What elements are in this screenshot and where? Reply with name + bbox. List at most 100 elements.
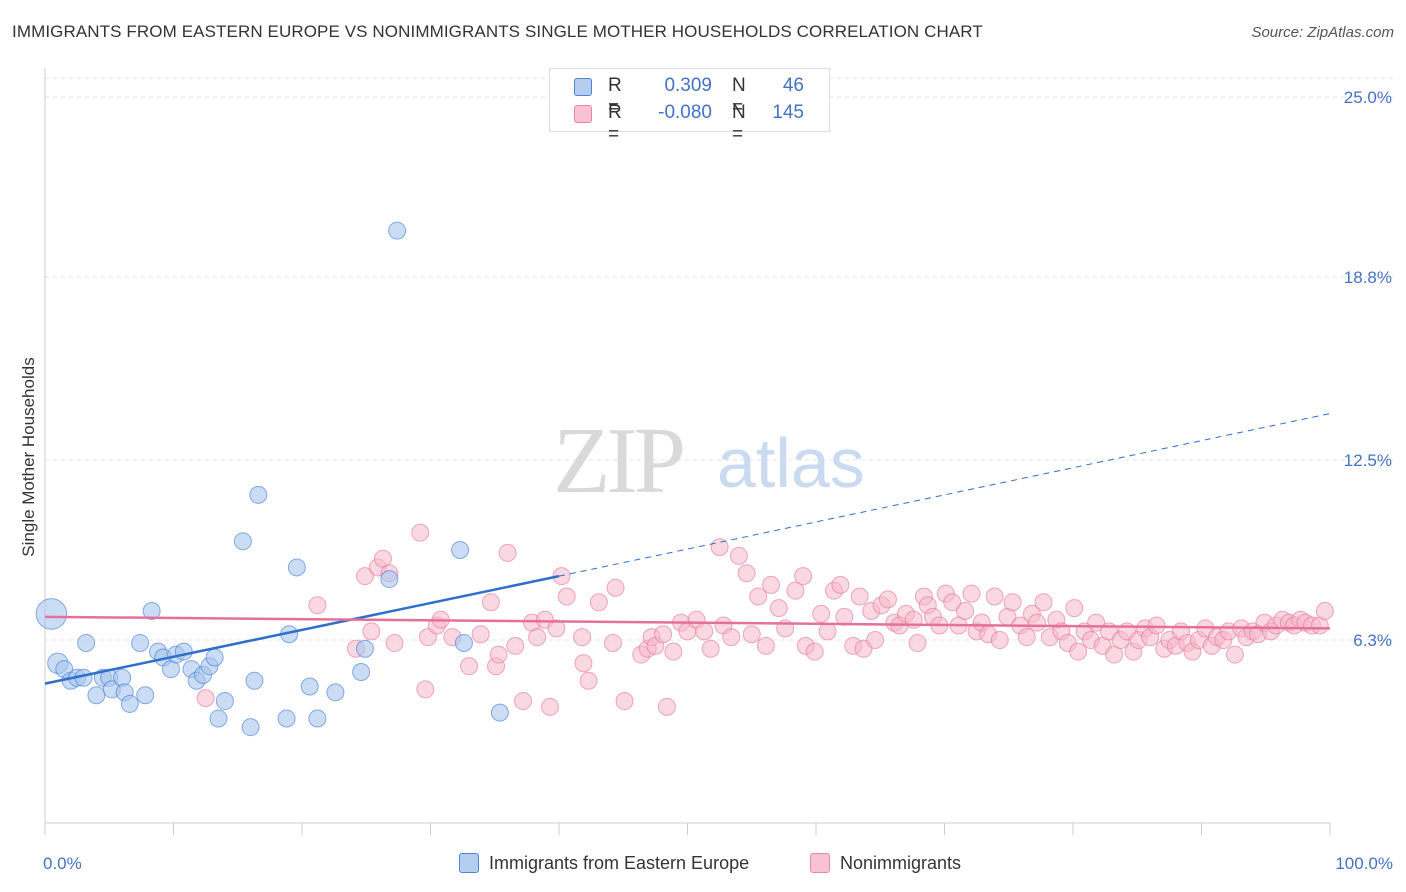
immigrants-point: [287, 558, 306, 577]
nonimmigrants-point: [541, 697, 560, 716]
watermark-atlas: atlas: [717, 424, 865, 502]
watermark-zip: ZIP: [553, 409, 683, 513]
immigrants-trend-line: [44, 574, 560, 685]
nonimmigrants-point: [547, 619, 566, 638]
immigrants-point: [490, 703, 509, 722]
immigrants-point: [142, 602, 161, 621]
legend-n-label: N =: [732, 102, 746, 145]
legend-r-value: -0.080: [658, 102, 712, 123]
immigrants-point: [241, 718, 260, 737]
nonimmigrants-point: [908, 633, 927, 652]
nonimmigrants-point: [506, 636, 525, 655]
y-tick-label: 25.0%: [1344, 88, 1392, 107]
nonimmigrants-point: [579, 671, 598, 690]
tick-labels: 25.0% 18.8% 12.5% 6.3% 0.0% 100.0%: [43, 88, 1393, 873]
y-tick-label: 18.8%: [1344, 268, 1392, 287]
nonimmigrants-point: [574, 654, 593, 673]
nonimmigrants-point: [850, 587, 869, 606]
bottom-legend-label-immigrants: Immigrants from Eastern Europe: [489, 853, 750, 873]
stats-legend: R = 0.309 N = 46 R = -0.080 N = 145: [549, 68, 830, 145]
immigrants-point: [87, 686, 106, 705]
immigrants-point: [352, 662, 371, 681]
immigrants-point: [35, 598, 68, 630]
nonimmigrants-point: [722, 628, 741, 647]
immigrants-point: [136, 686, 155, 705]
axes: [44, 68, 1331, 835]
immigrants-point: [355, 639, 374, 658]
bottom-legend-swatch-immigrants: [459, 853, 479, 873]
nonimmigrants-point: [812, 604, 831, 623]
nonimmigrants-point: [362, 622, 381, 641]
immigrants-point: [380, 570, 399, 589]
nonimmigrants-point: [196, 689, 215, 708]
legend-r-value: 0.309: [664, 75, 712, 96]
nonimmigrants-point: [1003, 593, 1022, 612]
nonimmigrants-point: [489, 645, 508, 664]
nonimmigrants-point: [831, 575, 850, 594]
immigrants-point: [174, 642, 193, 661]
immigrants-point: [209, 709, 228, 728]
x-tick-label: 0.0%: [43, 854, 82, 873]
nonimmigrants-point: [866, 631, 885, 650]
nonimmigrants-point: [573, 628, 592, 647]
nonimmigrants-point: [769, 599, 788, 618]
immigrants-point: [451, 541, 470, 560]
nonimmigrants-point: [878, 590, 897, 609]
nonimmigrants-point: [749, 587, 768, 606]
nonimmigrants-point: [794, 567, 813, 586]
bottom-legend-swatch-nonimmigrants: [810, 853, 830, 873]
nonimmigrants-point: [657, 697, 676, 716]
nonimmigrants-point: [786, 581, 805, 600]
nonimmigrants-point: [355, 567, 374, 586]
nonimmigrants-point: [1034, 593, 1053, 612]
nonimmigrants-point: [460, 657, 479, 676]
nonimmigrants-point: [606, 578, 625, 597]
series-points: [35, 221, 1334, 737]
legend-r-label: R =: [608, 75, 622, 118]
legend-r-label: R =: [608, 102, 622, 145]
nonimmigrants-point: [756, 636, 775, 655]
nonimmigrants-point: [985, 587, 1004, 606]
nonimmigrants-point: [411, 523, 430, 542]
y-tick-label: 12.5%: [1344, 451, 1392, 470]
immigrants-point: [326, 683, 345, 702]
nonimmigrants-point: [416, 680, 435, 699]
nonimmigrants-point: [835, 607, 854, 626]
nonimmigrants-point: [514, 692, 533, 711]
y-axis-label: Single Mother Households: [19, 357, 38, 556]
nonimmigrants-point: [1315, 602, 1334, 621]
trend-lines: [44, 413, 1331, 685]
nonimmigrants-point: [943, 593, 962, 612]
legend-swatch-nonimmigrants: [574, 105, 592, 123]
nonimmigrants-point: [805, 642, 824, 661]
nonimmigrants-point: [589, 593, 608, 612]
nonimmigrants-point: [385, 633, 404, 652]
legend-n-value: 145: [772, 102, 804, 123]
nonimmigrants-point: [737, 564, 756, 583]
immigrants-point: [249, 485, 268, 504]
nonimmigrants-point: [962, 584, 981, 603]
nonimmigrants-point: [654, 625, 673, 644]
immigrants-point: [131, 633, 150, 652]
nonimmigrants-point: [701, 639, 720, 658]
nonimmigrants-point: [615, 692, 634, 711]
nonimmigrants-point: [1065, 599, 1084, 618]
legend-swatch-immigrants: [574, 78, 592, 96]
immigrants-point: [233, 532, 252, 551]
nonimmigrants-point: [956, 602, 975, 621]
nonimmigrants-point: [1028, 613, 1047, 632]
immigrants-point: [388, 221, 407, 240]
nonimmigrants-point: [742, 625, 761, 644]
nonimmigrants-point: [308, 596, 327, 615]
nonimmigrants-point: [498, 543, 517, 562]
x-tick-label: 100.0%: [1335, 854, 1393, 873]
immigrants-point: [454, 633, 473, 652]
immigrants-point: [120, 694, 139, 713]
immigrants-point: [308, 709, 327, 728]
nonimmigrants-trend-line: [44, 615, 1331, 630]
immigrants-point: [205, 648, 224, 667]
chart-source: Source: ZipAtlas.com: [1251, 24, 1394, 41]
nonimmigrants-point: [1069, 642, 1088, 661]
nonimmigrants-point: [471, 625, 490, 644]
